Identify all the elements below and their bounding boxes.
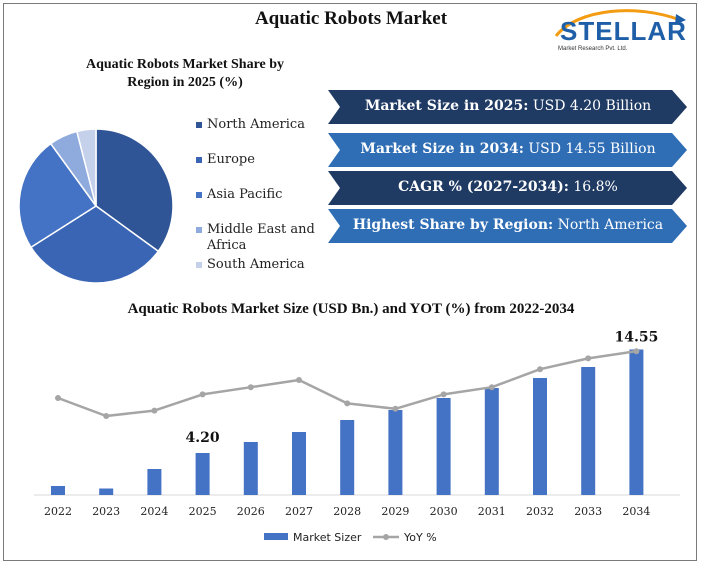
legend-marker-yoy [383,534,389,540]
banner-3: CAGR % (2027-2034): 16.8% [330,179,686,195]
yoy-point-2025 [199,391,206,398]
legend-swatch [196,157,202,163]
pie-slice-asia-pacific [18,142,98,249]
legend-swatch [196,227,202,233]
banner-value: North America [553,217,664,233]
banner-shape-1 [328,90,687,124]
x-tick-label: 2025 [189,505,217,518]
banner-2: Market Size in 2034: USD 14.55 Billion [330,141,686,157]
bar-2030 [436,398,451,495]
x-tick-label: 2034 [622,505,650,518]
legend-swatch-market-size [264,533,288,540]
x-tick-label: 2029 [381,505,409,518]
yoy-point-2031 [488,384,495,391]
legend-label-market-size: Market Sizer [293,531,362,544]
bar-2029 [388,410,403,495]
yoy-point-2024 [151,407,158,414]
bar-2033 [581,367,596,495]
yoy-point-2028 [344,400,351,407]
x-tick-label: 2027 [285,505,313,518]
bar-2034 [629,349,644,495]
legend-swatch [196,262,202,268]
legend-label: North America [207,117,305,132]
banner-value: 16.8% [568,179,618,195]
bar-chart-title: Aquatic Robots Market Size (USD Bn.) and… [127,301,575,317]
legend-item: Asia Pacific [196,187,316,203]
pie-title-line-2: Region in 2025 (%) [127,75,243,90]
legend-swatch [196,192,202,198]
logo-tagline: Market Research Pvt. Ltd. [558,46,628,52]
banner-label: CAGR % (2027-2034): [398,179,569,195]
yoy-point-2034 [633,348,640,355]
yoy-point-2030 [440,391,447,398]
yoy-point-2027 [296,377,302,383]
yoy-point-2026 [247,384,254,391]
yoy-point-2029 [392,405,399,412]
banner-shape-3 [328,171,687,205]
legend-item: South America [196,257,316,273]
bar-data-label: 4.20 [186,430,220,446]
x-tick-label: 2026 [237,505,265,518]
banner-label: Highest Share by Region: [352,217,554,233]
banner-value: USD 4.20 Billion [528,98,652,114]
pie-title-line-1: Aquatic Robots Market Share by [85,57,285,72]
legend-label: South America [207,257,305,272]
pie-slice-north-america [95,128,174,253]
banner-label: Market Size in 2034: [360,141,524,157]
bar-data-label: 14.55 [614,330,658,346]
x-tick-label: 2032 [526,505,554,518]
legend-label: Europe [207,152,255,167]
page-title: Aquatic Robots Market [254,8,448,29]
chart-frame [3,3,697,561]
yoy-point-2032 [537,366,543,373]
banner-1: Market Size in 2025: USD 4.20 Billion [330,98,686,114]
yoy-point-2022 [55,395,61,401]
pie-chart-title: Aquatic Robots Market Share by Region in… [60,56,310,92]
bar-2025 [195,453,210,495]
bar-2023 [99,488,114,495]
banner-label: Market Size in 2025: [364,98,529,114]
x-tick-label: 2033 [574,505,602,518]
banner-value: USD 14.55 Billion [523,141,656,157]
bar-2031 [484,388,499,495]
legend-item: Europe [196,152,316,168]
logo-wordmark: STELLAR [560,16,687,46]
bar-2022 [51,486,65,495]
pie-slice-south-america [75,128,97,207]
pie-slice-europe [29,205,160,284]
yoy-point-2023 [103,413,110,419]
banner-shape-4 [328,209,687,243]
stellar-logo: STELLAR Market Research Pvt. Ltd. [554,9,687,52]
legend-label-yoy: YoY % [403,531,437,544]
x-tick-label: 2024 [140,505,168,518]
bar-2027 [292,432,306,495]
bar-2032 [533,378,547,495]
x-tick-label: 2028 [333,505,361,518]
bar-2028 [340,420,355,495]
x-tick-label: 2023 [92,505,120,518]
legend-swatch [196,122,202,128]
banner-shape-2 [328,133,687,167]
bar-2024 [147,469,162,495]
legend-label: Middle East and Africa [207,222,315,253]
legend-label: Asia Pacific [207,187,283,202]
bar-2026 [243,442,258,495]
banner-4: Highest Share by Region: North America [330,217,686,233]
x-tick-label: 2030 [430,505,458,518]
x-tick-label: 2031 [478,505,506,518]
yoy-point-2033 [585,355,592,362]
legend-item: North America [196,117,316,133]
legend-item: Middle East and Africa [196,222,316,254]
x-tick-label: 2022 [44,505,72,518]
